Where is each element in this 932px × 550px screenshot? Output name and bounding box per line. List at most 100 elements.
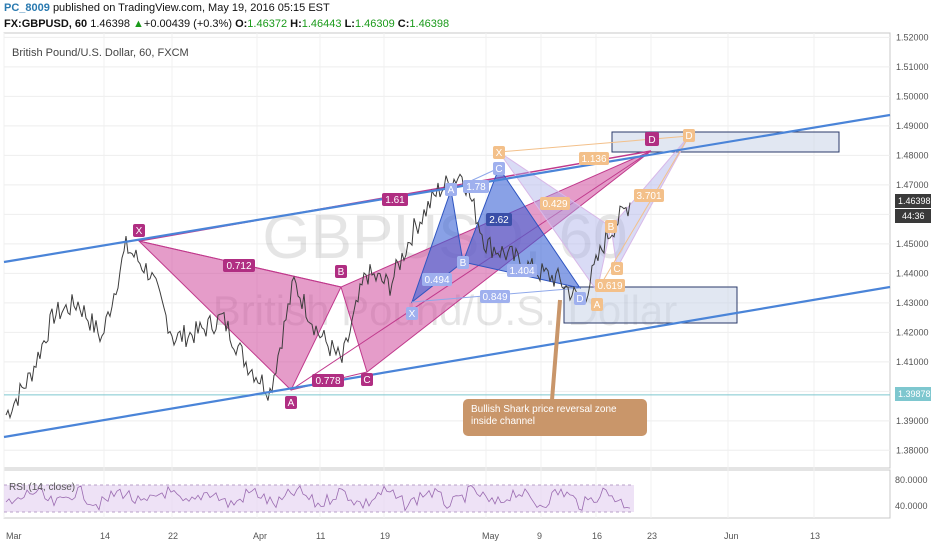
countdown-tag <box>895 209 931 223</box>
blue-ratio-badge-3 <box>486 213 512 226</box>
y-tick-label: 1.52000 <box>896 32 929 42</box>
orange-c-badge <box>611 262 623 275</box>
blue-x-badge <box>406 307 418 320</box>
orange-d-badge <box>683 129 695 142</box>
y-tick-label: 1.48000 <box>896 150 929 160</box>
close-value: 1.46398 <box>409 18 450 30</box>
last-price-tag-text: 1.46398 <box>898 196 931 206</box>
grid <box>3 33 890 518</box>
y-tick-label: 1.43000 <box>896 298 929 308</box>
open-value: 1.46372 <box>247 18 288 30</box>
blue-c-badge <box>493 162 505 175</box>
open-label: O: <box>235 18 248 30</box>
blue-ratio-5: 1.404 <box>509 266 534 277</box>
pink-ratio-badge-3 <box>382 193 408 206</box>
orange-ratio-badge-2 <box>540 197 570 210</box>
callout-pointer <box>550 299 562 401</box>
blue-ratio-1: 1.78 <box>466 182 486 193</box>
blue-ratio-3: 2.62 <box>489 215 509 226</box>
low-label: L: <box>344 18 355 30</box>
blue-b-label: B <box>460 258 467 269</box>
y-tick-label: 1.44000 <box>896 268 929 278</box>
rsi-line <box>5 485 631 512</box>
x-tick-label: 14 <box>100 531 110 541</box>
blue-a-badge <box>445 183 457 196</box>
lavender-triangle-xab <box>498 151 612 293</box>
pink-ratio-2: 0.778 <box>315 376 340 387</box>
orange-b-badge <box>605 220 617 233</box>
x-tick-label: 11 <box>316 531 325 541</box>
pink-ratio-badge-2 <box>312 374 344 387</box>
orange-ratio-2: 0.429 <box>542 199 567 210</box>
last-price-tag <box>895 194 931 208</box>
x-tick-label: May <box>482 531 500 541</box>
x-tick-label: Apr <box>253 531 267 541</box>
high-label: H: <box>290 18 302 30</box>
author-link[interactable]: PC_8009 <box>4 2 50 14</box>
orange-x-badge <box>493 146 505 159</box>
x-tick-label: 19 <box>380 531 390 541</box>
y-tick-label: 1.42000 <box>896 327 929 337</box>
ohlc-line: FX:GBPUSD, 60 1.46398 ▲+0.00439 (+0.3%) … <box>4 18 449 30</box>
rsi-label: RSI (14, close) <box>9 482 75 493</box>
callout-box[interactable] <box>463 399 647 436</box>
rsi-tick-80: 80.0000 <box>895 475 928 485</box>
blue-ratio-badge-2 <box>422 273 452 286</box>
orange-ratio-badge-3 <box>634 189 664 202</box>
blue-d-label: D <box>576 294 583 305</box>
callout-text-wrap: Bullish Shark price reversal zone inside… <box>471 404 617 427</box>
x-tick-label: 22 <box>168 531 178 541</box>
orange-a-label: A <box>594 300 601 311</box>
orange-b-label: B <box>608 222 615 233</box>
blue-ratio-badge-5 <box>507 264 537 277</box>
pink-b-label: B <box>338 267 345 278</box>
y-tick-label: 1.38000 <box>896 445 929 455</box>
chart-title: British Pound/U.S. Dollar, 60, FXCM <box>12 47 189 59</box>
x-tick-label: 16 <box>592 531 602 541</box>
orange-a-badge <box>591 298 603 311</box>
x-tick-label: Jun <box>724 531 739 541</box>
pink-ratio-3: 1.61 <box>385 195 405 206</box>
x-tick-label: 9 <box>537 531 542 541</box>
y-tick-label: 1.47000 <box>896 180 929 190</box>
y-tick-label: 1.39000 <box>896 416 929 426</box>
blue-ratio-2: 0.494 <box>424 275 449 286</box>
pink-ratio-badge-1 <box>223 259 255 272</box>
y-tick-label: 1.49000 <box>896 121 929 131</box>
pink-ad-line <box>290 150 652 391</box>
close-label: C: <box>397 18 410 30</box>
high-value: 1.46443 <box>301 18 342 30</box>
orange-ratio-1: 1.136 <box>581 154 606 165</box>
orange-ratio-3: 3.701 <box>636 191 661 202</box>
countdown-tag-text: 44:36 <box>902 211 925 221</box>
pink-c-badge <box>361 373 373 386</box>
price-change: +0.00439 (+0.3%) <box>143 18 232 30</box>
pink-x-badge <box>133 224 145 237</box>
orange-ratio-badge-1 <box>579 152 609 165</box>
pink-a-label: A <box>288 398 295 409</box>
orange-ratio-4: 0.619 <box>597 281 622 292</box>
pink-a-badge <box>285 396 297 409</box>
blue-d-badge <box>574 292 586 305</box>
pink-d-label: D <box>648 135 655 146</box>
x-tick-label: 13 <box>810 531 820 541</box>
pink-c-label: C <box>363 375 370 386</box>
callout-text: Bullish Shark price reversal zone inside… <box>471 404 617 427</box>
orange-c-label: C <box>613 264 620 275</box>
publish-info: published on TradingView.com, May 19, 20… <box>52 2 330 14</box>
orange-ratio-badge-4 <box>595 279 625 292</box>
blue-b-badge <box>457 256 469 269</box>
low-value: 1.46309 <box>354 18 395 30</box>
publish-line: PC_8009 published on TradingView.com, Ma… <box>4 2 330 14</box>
time-axis[interactable]: Mar 14 22 Apr 11 19 May 9 16 23 Jun 13 <box>6 531 820 541</box>
y-tick-label: 1.45000 <box>896 239 929 249</box>
y-tick-label: 1.50000 <box>896 91 929 101</box>
blue-ratio-badge-1 <box>463 180 489 193</box>
up-arrow-icon: ▲ <box>133 18 144 30</box>
orange-x-label: X <box>496 148 503 159</box>
channel-lower-line[interactable] <box>3 285 891 439</box>
hline-price-tag <box>895 387 931 401</box>
pink-d-badge <box>645 132 659 146</box>
x-tick-label: Mar <box>6 531 22 541</box>
